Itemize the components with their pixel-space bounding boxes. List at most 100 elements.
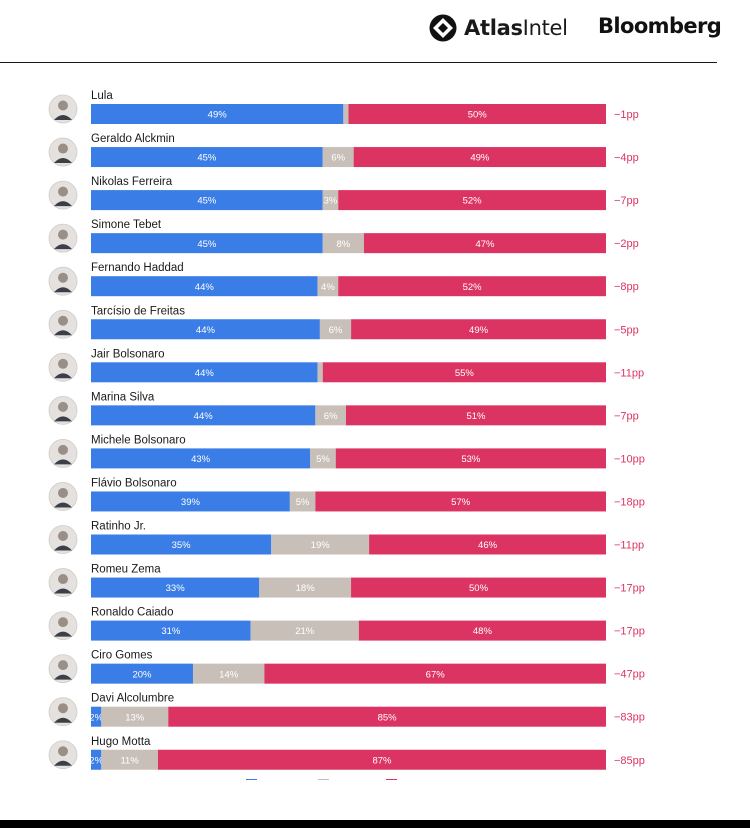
category-label: Jair Bolsonaro <box>91 348 165 360</box>
data-label-nao-sei: 19% <box>311 540 331 551</box>
difference-label: −4pp <box>614 152 639 164</box>
difference-label: −7pp <box>614 410 639 422</box>
bar-nao-sei <box>259 577 352 598</box>
data-label-negativa: 49% <box>469 325 489 336</box>
chart-row-jair-bolsonaro: Jair Bolsonaro 44% 55% −11pp <box>48 348 644 383</box>
data-label-positiva: 45% <box>197 239 217 250</box>
avatar-body <box>54 416 72 422</box>
data-label-positiva: 49% <box>208 110 228 121</box>
avatar-icon <box>48 438 78 468</box>
bar-nao-sei <box>317 362 323 383</box>
avatar-icon <box>48 309 78 339</box>
category-label: Ratinho Jr. <box>91 521 146 533</box>
bar-negativa <box>369 534 606 555</box>
bar-negativa <box>168 706 606 727</box>
data-label-positiva: 20% <box>132 669 152 680</box>
avatar-body <box>54 631 72 637</box>
avatar-icon <box>48 740 78 770</box>
chart-row-lula: Lula 49% 50% −1pp <box>48 90 639 124</box>
chart-row-michele-bolsonaro: Michele Bolsonaro 43% 5% 53% −10pp <box>48 434 645 469</box>
bar-nao-sei <box>310 448 336 469</box>
bottom-border <box>0 820 750 828</box>
atlasintel-logo: AtlasIntel <box>428 12 568 44</box>
avatar-body <box>54 330 72 336</box>
data-label-positiva: 45% <box>197 153 217 164</box>
avatar-head <box>58 100 68 111</box>
avatar-icon <box>48 654 78 684</box>
data-label-nao-sei: 14% <box>219 669 239 680</box>
chart-row-fernando-haddad: Fernando Haddad 44% 4% 52% −8pp <box>48 262 639 297</box>
avatar-body <box>54 287 72 293</box>
avatar-icon <box>48 611 78 640</box>
avatar-body <box>54 760 72 766</box>
data-label-nao-sei: 3% <box>324 196 338 207</box>
bar-nao-sei <box>322 233 364 254</box>
category-label: Lula <box>91 90 113 102</box>
avatar-body <box>54 717 72 723</box>
category-label: Simone Tebet <box>91 219 162 231</box>
category-label: Ciro Gomes <box>91 650 153 662</box>
avatar-icon <box>48 697 78 727</box>
bar-negativa <box>315 491 606 512</box>
bar-positiva <box>91 276 318 297</box>
bar-negativa <box>351 319 606 340</box>
data-label-negativa: 67% <box>426 669 446 680</box>
bar-nao-sei <box>271 534 370 555</box>
bar-nao-sei <box>322 147 354 168</box>
bar-negativa <box>322 362 606 383</box>
avatar-head <box>58 401 68 412</box>
chart-legend: Positiva Não sei Negativa <box>246 778 448 780</box>
avatar-icon <box>48 137 78 167</box>
bar-positiva <box>91 491 290 512</box>
avatar-head <box>58 574 68 585</box>
difference-label: −18pp <box>614 496 645 508</box>
bar-nao-sei <box>101 706 169 727</box>
difference-label: −5pp <box>614 324 639 336</box>
avatar-head <box>58 143 68 154</box>
avatar-icon <box>48 482 78 511</box>
bar-negativa <box>353 147 606 168</box>
difference-label: −17pp <box>614 583 645 595</box>
data-label-positiva: 44% <box>196 325 216 336</box>
bar-negativa <box>345 405 606 426</box>
bar-positiva <box>91 448 311 469</box>
difference-label: −11pp <box>614 540 644 552</box>
data-label-positiva: 2% <box>89 712 103 723</box>
avatar-icon <box>48 395 78 425</box>
bar-negativa <box>335 448 606 469</box>
bloomberg-logo: Bloomberg <box>598 14 722 38</box>
data-label-nao-sei: 5% <box>316 454 330 465</box>
legend-label-nao-sei: Não sei <box>332 778 373 780</box>
bar-negativa <box>351 577 606 598</box>
bar-nao-sei <box>250 620 359 641</box>
category-label: Ronaldo Caiado <box>91 607 173 619</box>
data-label-negativa: 57% <box>451 497 471 508</box>
data-label-nao-sei: 6% <box>331 153 345 164</box>
category-label: Romeu Zema <box>91 564 161 576</box>
bar-negativa <box>363 233 606 254</box>
avatar-body <box>54 201 72 207</box>
chart-row-romeu-zema: Romeu Zema 33% 18% 50% −17pp <box>48 564 645 598</box>
bar-positiva <box>91 362 318 383</box>
data-label-positiva: 45% <box>197 196 217 207</box>
avatar-icon <box>48 180 78 210</box>
data-label-negativa: 52% <box>463 196 483 207</box>
bar-nao-sei <box>317 276 339 297</box>
atlasintel-wordmark-light: Intel <box>522 16 568 40</box>
bar-positiva <box>91 534 272 555</box>
data-label-positiva: 44% <box>194 411 214 422</box>
data-label-nao-sei: 6% <box>324 411 338 422</box>
data-label-positiva: 43% <box>191 454 211 465</box>
legend-swatch-positiva <box>246 779 257 780</box>
avatar-head <box>58 617 68 628</box>
bar-positiva <box>91 749 102 770</box>
legend-label-positiva: Positiva <box>260 778 302 780</box>
bar-positiva <box>91 577 260 598</box>
data-label-nao-sei: 8% <box>336 239 350 250</box>
bar-negativa <box>338 276 606 297</box>
bar-nao-sei <box>343 104 349 124</box>
difference-label: −83pp <box>614 712 645 724</box>
bar-positiva <box>91 405 316 426</box>
data-label-negativa: 50% <box>468 110 488 121</box>
data-label-nao-sei: 13% <box>125 712 145 723</box>
